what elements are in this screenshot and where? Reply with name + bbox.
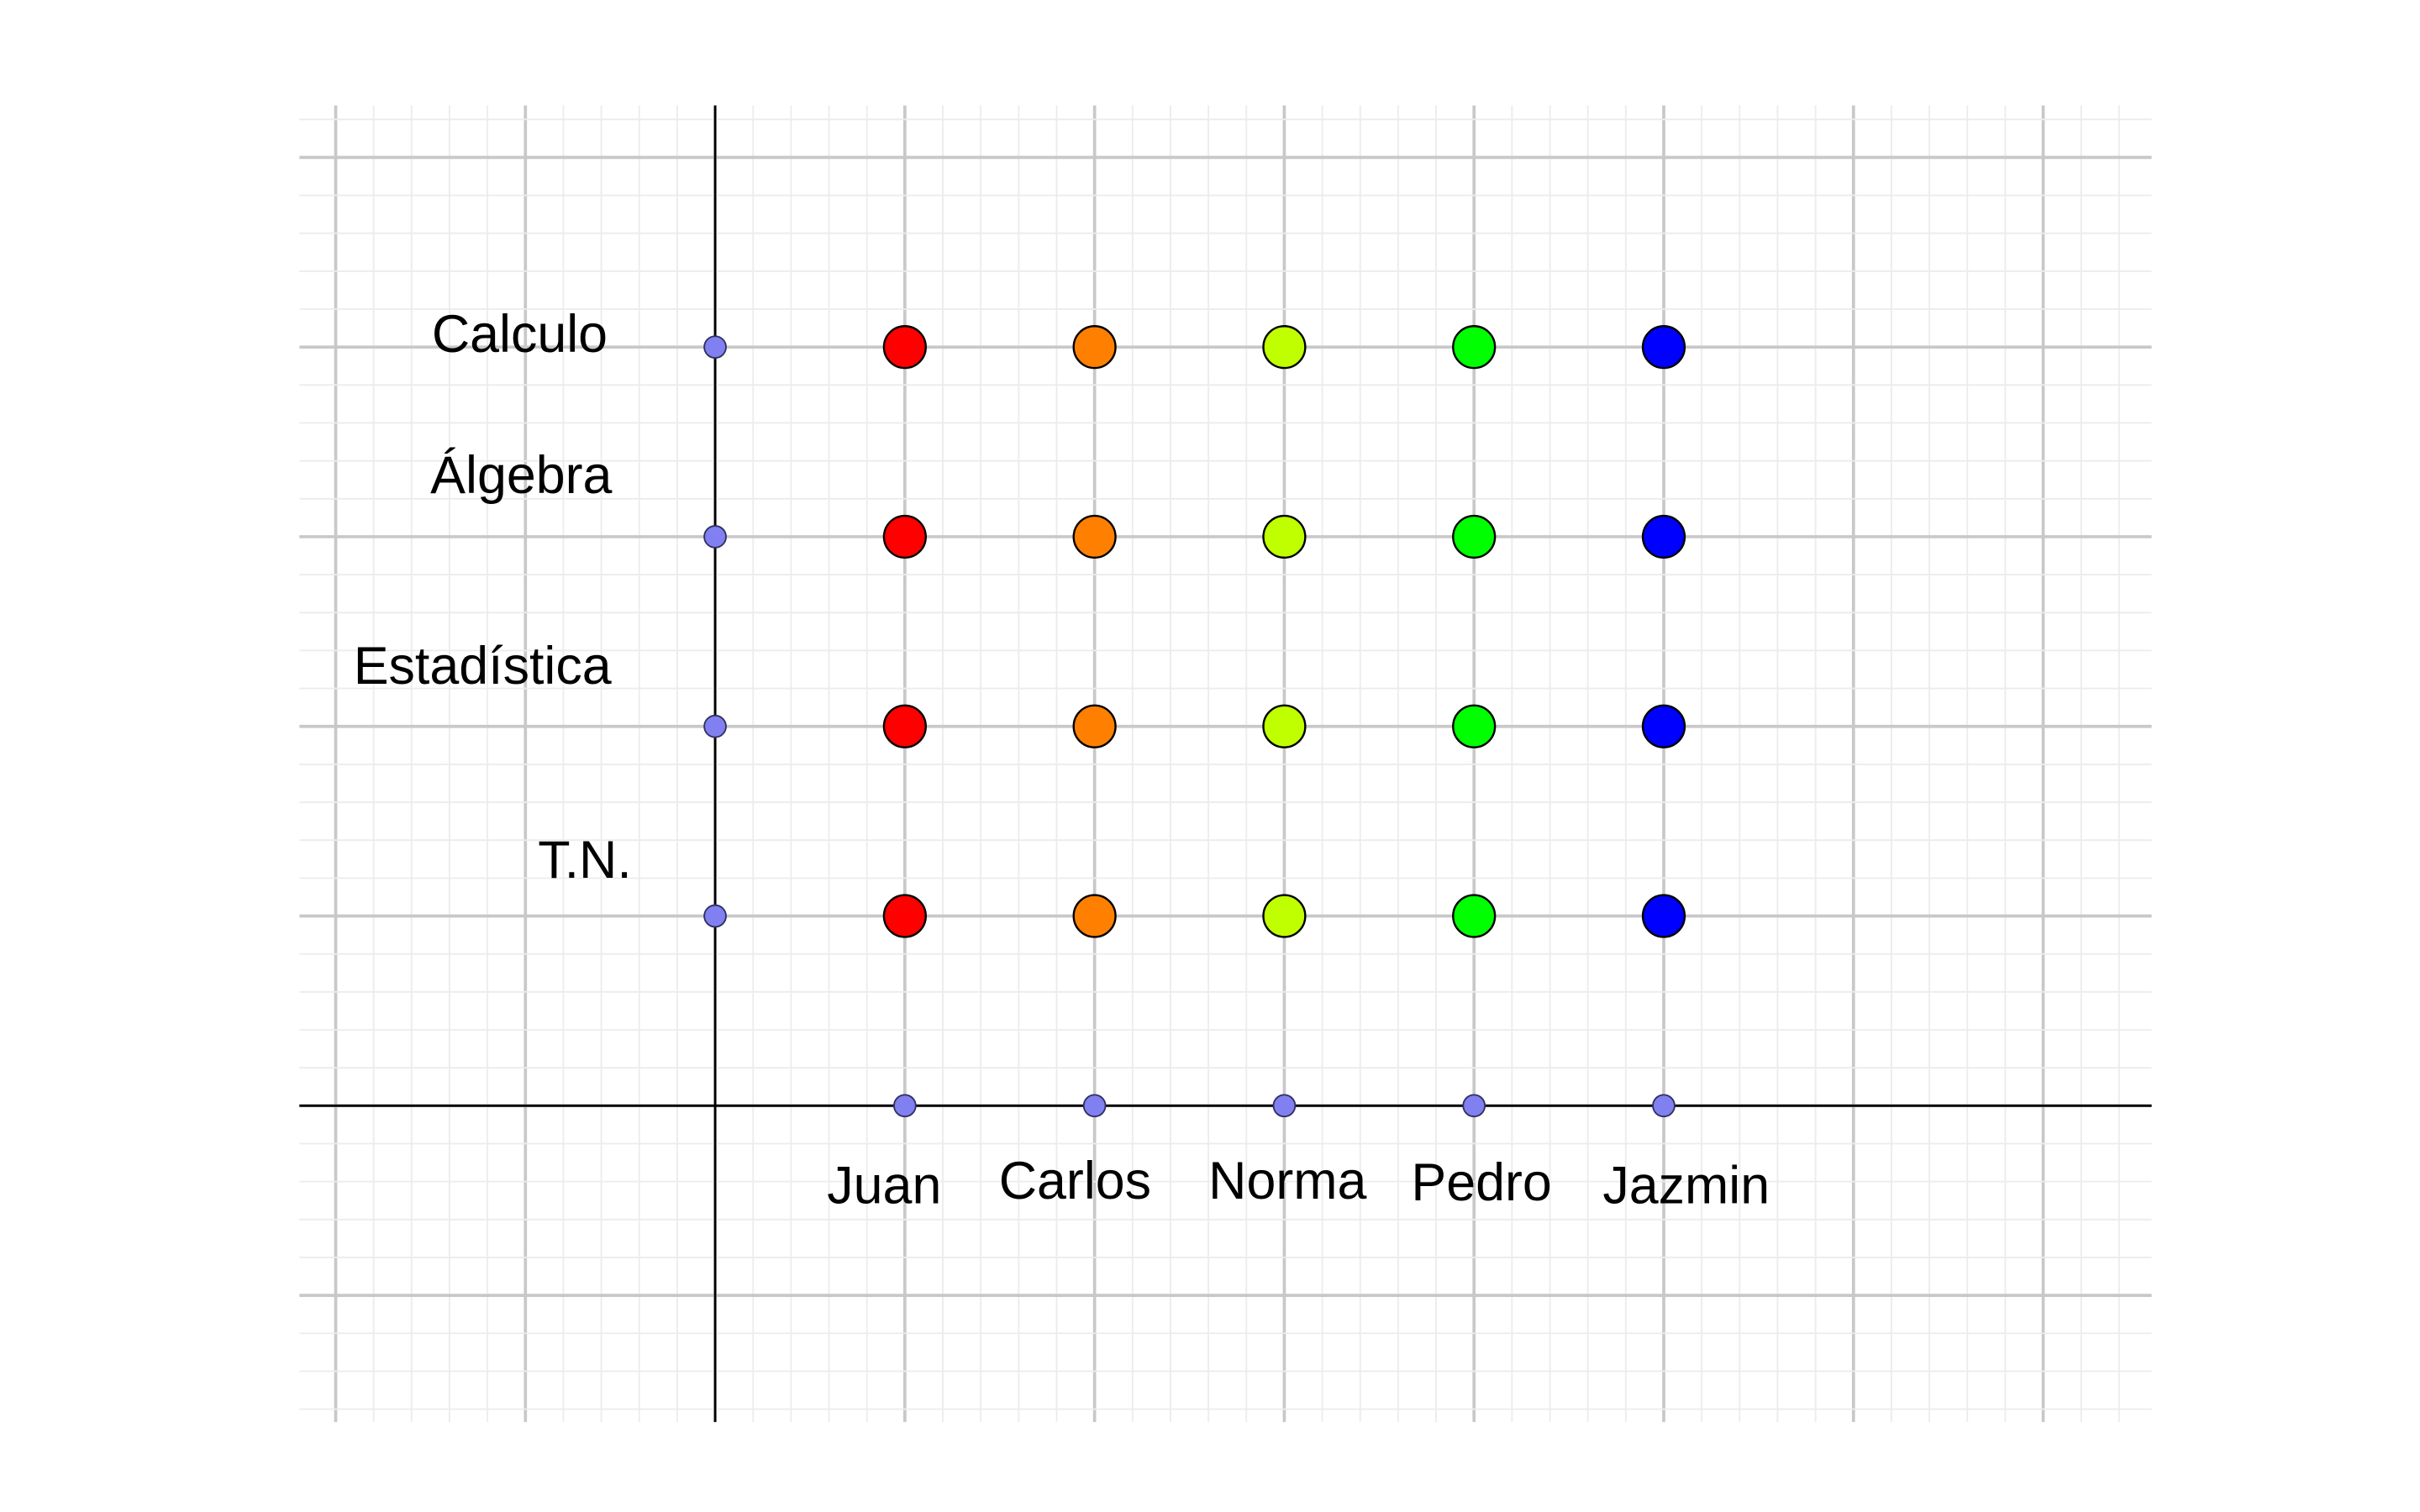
pair-point	[1072, 325, 1117, 370]
row-label: Estadística	[354, 637, 612, 696]
pair-point	[1452, 325, 1497, 370]
column-label: Juan	[827, 1157, 941, 1215]
pair-point	[882, 704, 927, 748]
axes	[299, 105, 2152, 1422]
row-label: Calculo	[432, 305, 608, 364]
pair-point	[1641, 325, 1686, 370]
column-point	[1082, 1094, 1107, 1118]
row-point	[703, 335, 727, 360]
row-point	[703, 904, 727, 928]
pair-point	[1072, 704, 1117, 748]
pair-point	[1452, 704, 1497, 748]
labels: Calculo Álgebra Estadística T.N. Juan Carlos N…	[354, 305, 1770, 1215]
column-point	[1652, 1094, 1676, 1118]
pair-point	[1262, 325, 1307, 370]
pair-point	[1641, 894, 1686, 938]
points	[703, 325, 1686, 1118]
grid	[299, 105, 2152, 1422]
pair-point	[1641, 514, 1686, 559]
pair-point	[1072, 514, 1117, 559]
pair-point	[1072, 894, 1117, 938]
pair-point	[1452, 514, 1497, 559]
pair-point	[1262, 894, 1307, 938]
pair-point	[882, 894, 927, 938]
pair-point	[1641, 704, 1686, 748]
column-label: Norma	[1208, 1152, 1366, 1210]
column-point	[893, 1094, 917, 1118]
row-point	[703, 714, 727, 738]
column-point	[1462, 1094, 1486, 1118]
pair-point	[1262, 514, 1307, 559]
row-point	[703, 525, 727, 549]
column-label: Carlos	[999, 1152, 1151, 1210]
column-label: Jazmin	[1602, 1157, 1770, 1215]
pair-point	[1262, 704, 1307, 748]
pair-point	[1452, 894, 1497, 938]
pair-point	[882, 514, 927, 559]
column-point	[1272, 1094, 1297, 1118]
column-label: Pedro	[1411, 1153, 1551, 1212]
pair-point	[882, 325, 927, 370]
row-label: Álgebra	[430, 446, 612, 505]
row-label: T.N.	[538, 831, 632, 890]
